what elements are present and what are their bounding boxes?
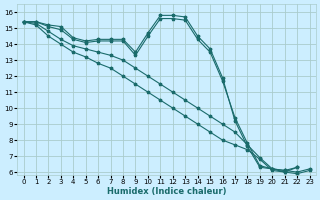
- X-axis label: Humidex (Indice chaleur): Humidex (Indice chaleur): [107, 187, 226, 196]
